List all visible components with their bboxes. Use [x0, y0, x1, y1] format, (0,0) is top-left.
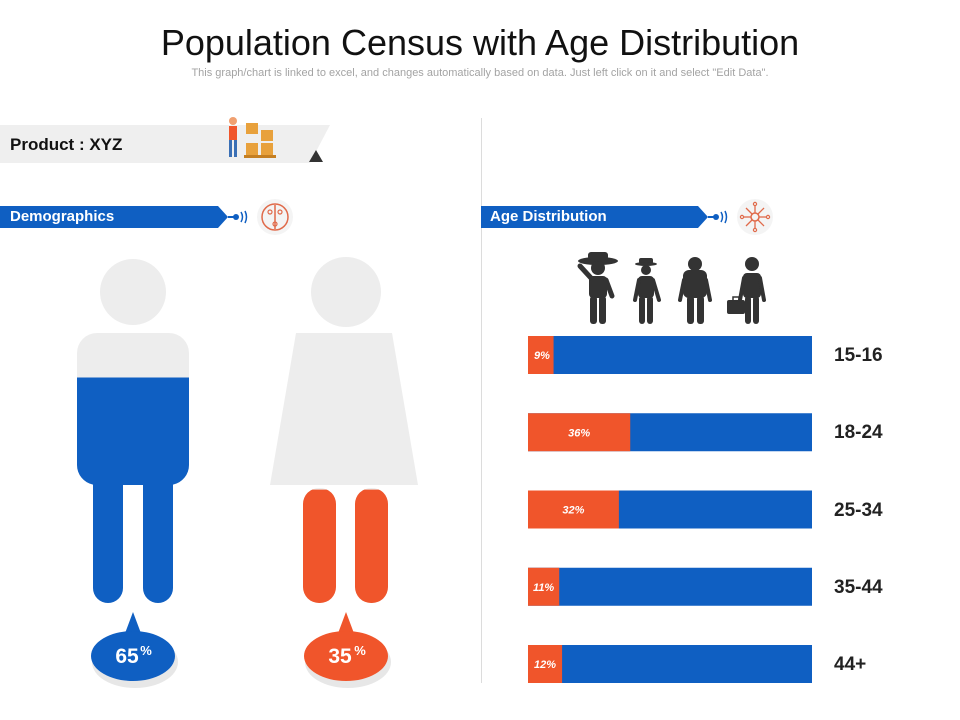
female-percentage-value: 35	[328, 645, 352, 668]
age-distribution-label: Age Distribution	[490, 208, 607, 225]
age-bar-track	[528, 645, 812, 683]
female-percentage-bubble: 35 %	[304, 612, 391, 688]
age-bar-data-label: 36%	[568, 427, 590, 439]
age-bar-track	[528, 336, 812, 374]
age-distribution-ribbon	[481, 206, 728, 228]
age-bar-data-label: 11%	[533, 582, 554, 594]
page-subtitle: This graph/chart is linked to excel, and…	[191, 67, 769, 79]
age-category-label: 35-44	[834, 576, 883, 598]
age-bar-value	[528, 413, 631, 452]
male-percentage-value: 65	[115, 645, 139, 668]
age-category-label: 15-16	[834, 345, 883, 366]
age-category-label: 44+	[834, 654, 867, 675]
male-percentage-bubble: 65 %	[91, 612, 178, 688]
age-bar-data-label: 32%	[562, 505, 584, 517]
product-label: Product : XYZ	[10, 135, 123, 154]
section-divider	[481, 118, 482, 683]
age-category-label: 25-34	[834, 499, 883, 521]
age-bar-data-label: 12%	[534, 659, 556, 671]
age-bar-chart: 9% 36% 32% 11% 12%	[528, 336, 812, 683]
age-category-label: 18-24	[834, 422, 883, 444]
age-bar-value	[528, 490, 619, 529]
detective-person-icon	[633, 258, 661, 324]
worker-with-boxes-icon	[229, 117, 276, 158]
age-bar-data-label: 9%	[534, 350, 550, 362]
female-percentage-unit: %	[354, 643, 366, 658]
age-bar-value	[528, 567, 560, 606]
demographics-label: Demographics	[10, 208, 115, 225]
businessman-person-icon	[727, 257, 766, 324]
demographics-icon	[257, 199, 293, 235]
network-icon	[737, 199, 773, 235]
age-bar-track	[528, 567, 812, 606]
backpacker-person-icon	[678, 257, 712, 324]
page-title: Population Census with Age Distribution	[160, 22, 800, 63]
female-figure-icon	[262, 257, 428, 603]
demographics-ribbon	[0, 206, 248, 228]
age-bar-value	[528, 645, 563, 683]
triangle-marker-icon	[309, 150, 323, 162]
male-percentage-unit: %	[140, 643, 152, 658]
age-bar-value	[528, 336, 554, 374]
male-figure-icon	[50, 259, 214, 603]
explorer-person-icon	[577, 252, 618, 324]
